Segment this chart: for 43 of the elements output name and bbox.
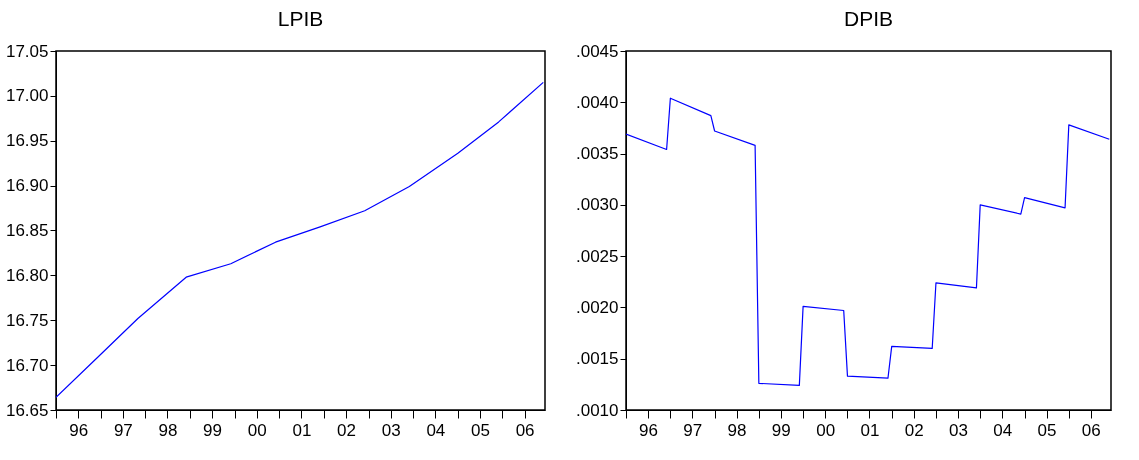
y-tick-label: 16.90 bbox=[5, 176, 49, 196]
y-tick-label: 16.70 bbox=[5, 355, 49, 375]
y-tick-label: 16.95 bbox=[5, 131, 49, 151]
x-tick-label: 06 bbox=[1081, 420, 1101, 440]
x-tick-label: 00 bbox=[816, 420, 836, 440]
chart-title: LPIB bbox=[277, 7, 324, 30]
chart-title: DPIB bbox=[843, 7, 894, 30]
x-tick-label: 01 bbox=[292, 420, 312, 440]
line-series bbox=[626, 97, 1110, 386]
x-tick-label: 04 bbox=[993, 420, 1013, 440]
x-tick-label: 01 bbox=[860, 420, 880, 440]
y-tick-label: .0015 bbox=[575, 349, 619, 369]
y-tick-label: .0010 bbox=[575, 400, 619, 420]
x-tick-label: 98 bbox=[158, 420, 178, 440]
y-tick-label: .0040 bbox=[575, 92, 619, 112]
x-tick-label: 96 bbox=[639, 420, 659, 440]
y-tick-label: 17.00 bbox=[5, 86, 49, 106]
y-tick-label: 16.80 bbox=[5, 265, 49, 285]
x-tick-label: 02 bbox=[904, 420, 924, 440]
y-tick-label: .0020 bbox=[575, 297, 619, 317]
x-tick-label: 05 bbox=[471, 420, 490, 440]
x-tick-label: 96 bbox=[69, 420, 89, 440]
x-tick-label: 03 bbox=[381, 420, 401, 440]
y-tick-label: 16.75 bbox=[5, 310, 49, 330]
x-tick-label: 06 bbox=[515, 420, 535, 440]
x-tick-label: 04 bbox=[426, 420, 446, 440]
line-series bbox=[56, 81, 544, 399]
x-tick-label: 02 bbox=[337, 420, 356, 440]
x-tick-label: 03 bbox=[948, 420, 968, 440]
y-tick-label: .0045 bbox=[575, 41, 619, 61]
y-tick-label: .0030 bbox=[575, 195, 619, 215]
y-tick-label: 16.85 bbox=[5, 221, 49, 240]
x-tick-label: 00 bbox=[247, 420, 267, 440]
x-tick-label: 98 bbox=[727, 420, 747, 440]
x-tick-label: 97 bbox=[113, 420, 133, 440]
x-tick-label: 99 bbox=[203, 420, 223, 440]
x-tick-label: 99 bbox=[771, 420, 791, 440]
y-tick-label: 17.05 bbox=[5, 41, 49, 61]
y-tick-label: .0035 bbox=[575, 144, 619, 164]
x-tick-label: 97 bbox=[683, 420, 703, 440]
x-tick-label: 05 bbox=[1037, 420, 1057, 440]
y-tick-label: .0025 bbox=[575, 246, 619, 266]
y-tick-label: 16.65 bbox=[5, 400, 49, 420]
